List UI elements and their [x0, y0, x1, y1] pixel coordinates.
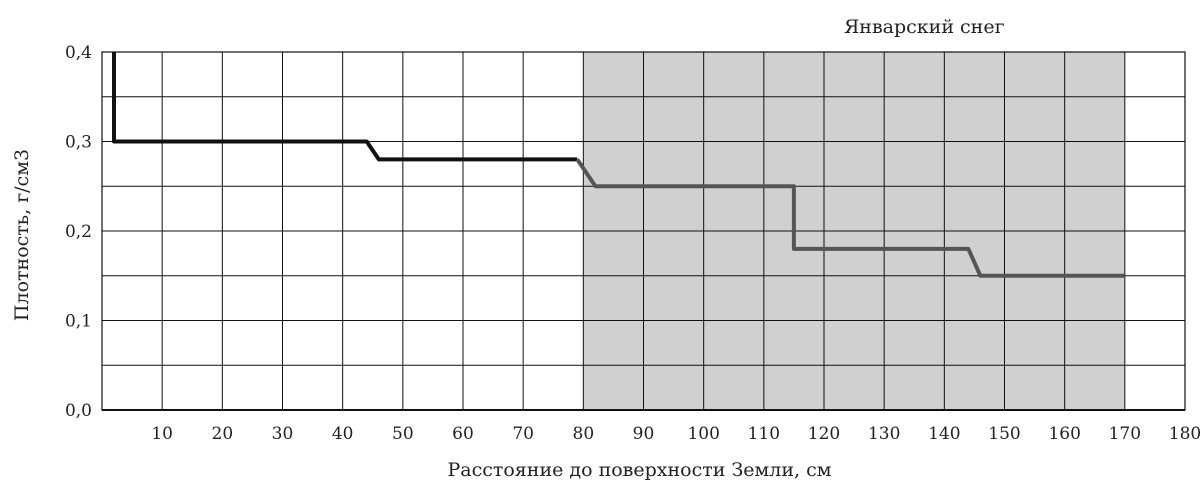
tick-labels: 10 20 30 40 50 60 70 80 90 100 110 120 130 140 150 160 1…	[65, 43, 1200, 444]
series-line-1	[112, 52, 578, 162]
x-axis-title: Расстояние до поверхности Земли, см	[447, 459, 831, 481]
x-tick-label: 70	[512, 424, 534, 444]
shaded-region-label: Январский снег	[844, 16, 1005, 38]
x-tick-label: 80	[573, 424, 595, 444]
x-tick-label: 130	[868, 424, 900, 444]
x-tick-label: 20	[212, 424, 234, 444]
y-axis-title: Плотность, г/см3	[11, 149, 33, 321]
y-tick-label: 0,0	[65, 401, 92, 421]
x-tick-label: 170	[1109, 424, 1141, 444]
y-tick-label: 0,4	[65, 43, 92, 63]
x-tick-label: 180	[1169, 424, 1200, 444]
x-tick-label: 160	[1048, 424, 1080, 444]
x-tick-label: 110	[748, 424, 780, 444]
plot-frame	[101, 51, 1186, 411]
series-layer	[112, 52, 1125, 278]
y-tick-label: 0,2	[65, 222, 92, 242]
x-tick-label: 10	[151, 424, 173, 444]
x-tick-label: 140	[928, 424, 960, 444]
x-tick-label: 60	[452, 424, 474, 444]
x-tick-label: 150	[988, 424, 1020, 444]
x-tick-label: 90	[633, 424, 655, 444]
x-tick-label: 120	[808, 424, 840, 444]
y-tick-label: 0,1	[65, 312, 92, 332]
y-tick-label: 0,3	[65, 133, 92, 153]
x-tick-label: 30	[272, 424, 294, 444]
x-tick-label: 100	[687, 424, 719, 444]
series-line-2	[575, 158, 1125, 278]
x-tick-label: 40	[332, 424, 354, 444]
x-tick-label: 50	[392, 424, 414, 444]
